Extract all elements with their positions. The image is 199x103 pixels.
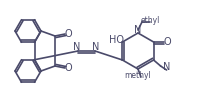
Text: ethyl: ethyl <box>140 15 160 25</box>
Text: N: N <box>92 42 100 52</box>
Text: O: O <box>64 63 72 73</box>
Text: methyl: methyl <box>125 70 151 80</box>
Text: HO: HO <box>109 35 124 45</box>
Text: N: N <box>163 62 170 72</box>
Text: O: O <box>164 37 171 47</box>
Text: N: N <box>73 42 81 52</box>
Text: O: O <box>64 29 72 39</box>
Text: N: N <box>134 25 142 35</box>
